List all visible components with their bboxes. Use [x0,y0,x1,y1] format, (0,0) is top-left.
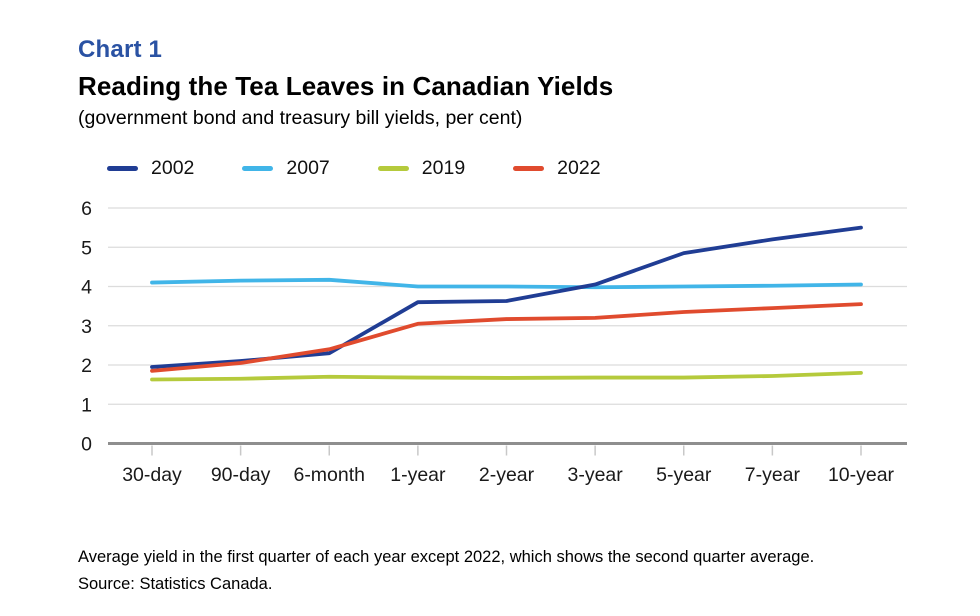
legend-label: 2019 [421,157,466,179]
y-axis-label: 6 [81,198,92,220]
x-axis-label: 5-year [656,464,712,486]
x-axis-label: 10-year [828,464,895,486]
series-line-2007 [150,277,863,290]
chart-footer: Average yield in the first quarter of ea… [78,544,928,597]
x-axis-label: 2-year [479,464,535,486]
legend-label: 2007 [286,157,330,179]
series-line-2019 [150,370,863,382]
legend-item-2019: 2019 [377,157,466,180]
chart-header: Chart 1 Reading the Tea Leaves in Canadi… [78,36,613,130]
legend-label: 2002 [151,157,195,179]
x-axis-label: 3-year [567,464,623,486]
chart-title: Reading the Tea Leaves in Canadian Yield… [78,71,614,101]
series-line-2002 [150,225,863,369]
legend-item-2007: 2007 [242,157,330,180]
legend-swatch-2007 [242,166,274,171]
chart-kicker: Chart 1 [78,36,163,63]
y-axis-label: 0 [81,434,92,456]
legend-item-2002: 2002 [107,157,194,180]
legend-label: 2022 [557,157,601,179]
x-axis-label: 30-day [122,464,182,486]
y-axis-label: 5 [81,237,92,259]
legend-swatch-2022 [513,166,545,171]
chart-source: Source: Statistics Canada. [78,574,273,593]
y-axis-label: 2 [81,355,92,377]
series-line-2022 [150,302,863,373]
y-axis-label: 1 [81,394,92,416]
x-axis-label: 90-day [211,464,271,486]
legend-swatch-2002 [107,166,138,171]
y-axis-label: 4 [81,277,92,299]
legend-item-2022: 2022 [513,157,601,180]
legend-swatch-2019 [377,166,409,171]
x-axis-label: 7-year [745,464,801,486]
chart-footnote: Average yield in the first quarter of ea… [78,548,815,566]
chart-subtitle: (government bond and treasury bill yield… [78,107,523,129]
x-axis-label: 6-month [293,464,365,486]
chart-legend: 2002 2007 2019 2022 [107,157,649,180]
y-axis-label: 3 [81,316,92,338]
x-axis-label: 1-year [390,464,446,486]
